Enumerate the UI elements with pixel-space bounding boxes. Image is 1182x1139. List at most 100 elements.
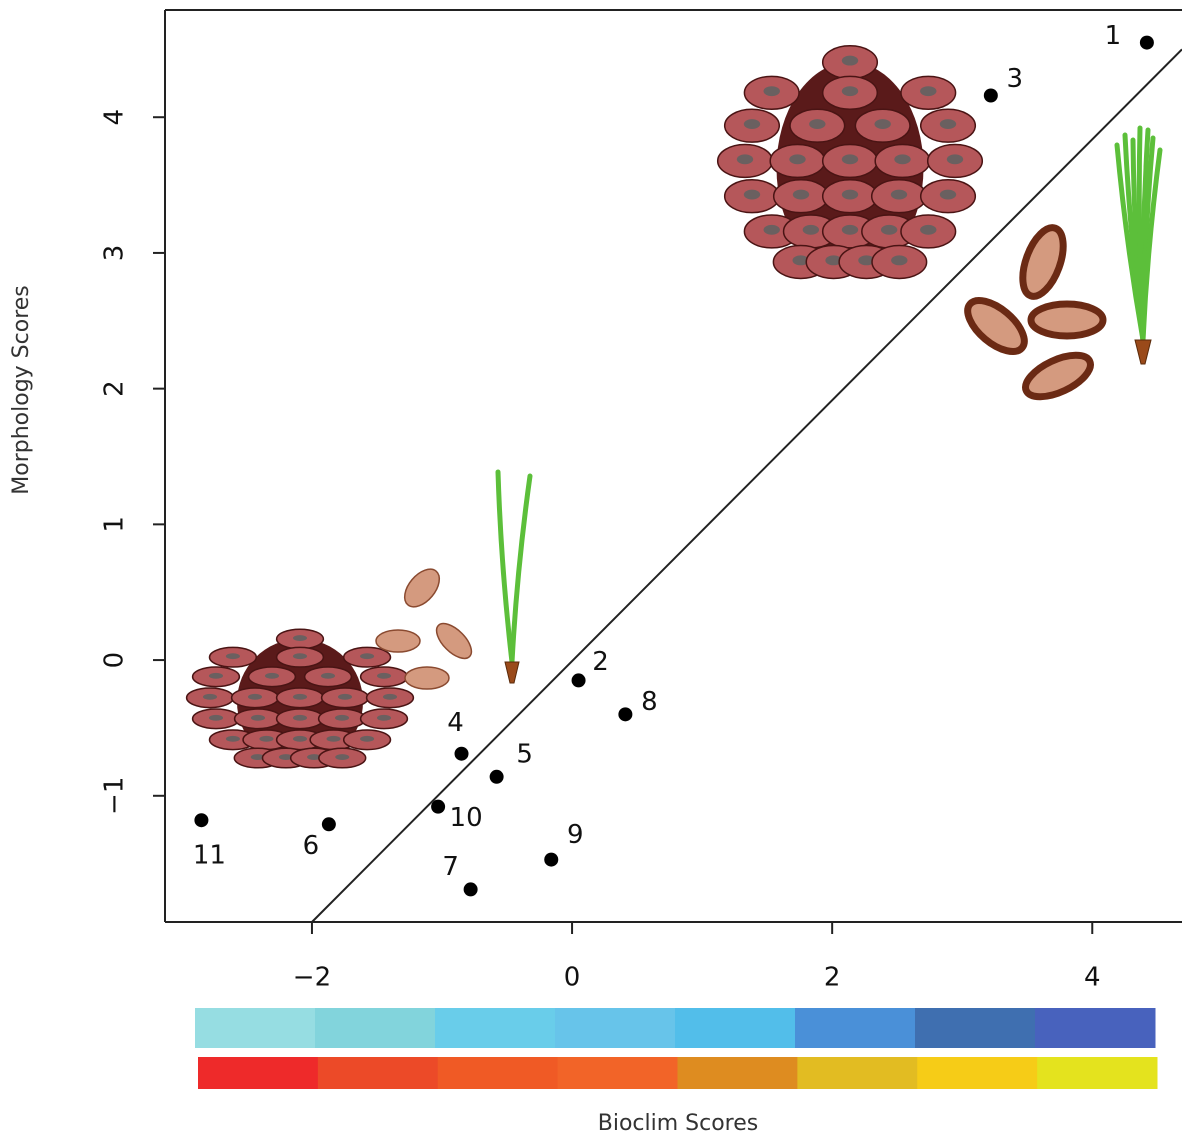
cone-scale-tip	[360, 653, 374, 659]
y-tick-label: 4	[100, 109, 130, 126]
cone-scale-tip	[335, 754, 349, 760]
point	[618, 707, 632, 721]
bioclim-swatch	[315, 1008, 436, 1048]
needle-illustration	[498, 472, 512, 662]
seed-illustration	[1020, 347, 1097, 406]
cone-scale-tip	[360, 736, 374, 742]
cone-scale-tip	[940, 190, 956, 200]
point	[322, 817, 336, 831]
cone-scale-tip	[920, 225, 936, 235]
bioclim-swatch	[917, 1057, 1037, 1089]
seed-illustration	[376, 630, 420, 652]
bioclim-swatch	[438, 1057, 558, 1089]
cone-scale-tip	[265, 673, 279, 679]
point-label: 10	[450, 803, 483, 833]
point	[1140, 36, 1154, 50]
cone-scale-tip	[338, 694, 352, 700]
bioclim-swatch	[195, 1008, 316, 1048]
point-label: 6	[303, 831, 320, 861]
point	[455, 747, 469, 761]
point-label: 5	[516, 739, 533, 769]
cone-scale-tip	[920, 86, 936, 96]
cone-scale-tip	[377, 715, 391, 721]
cone-scale-tip	[383, 694, 397, 700]
needle-illustration	[512, 476, 530, 662]
cone-scale-tip	[203, 694, 217, 700]
cone-scale-tip	[226, 736, 240, 742]
cone-scale-tip	[874, 119, 890, 129]
seed-illustration	[959, 291, 1033, 361]
seed-illustration	[1015, 222, 1072, 301]
y-tick-label: 3	[100, 245, 130, 262]
cone-scale-tip	[764, 225, 780, 235]
cone-scale-tip	[744, 119, 760, 129]
bioclim-swatch	[675, 1008, 796, 1048]
cone-scale-tip	[293, 653, 307, 659]
x-tick-label: 0	[564, 963, 581, 993]
point	[984, 89, 998, 103]
y-tick-label: 0	[100, 652, 130, 669]
cone-scale-tip	[842, 56, 858, 66]
point	[490, 770, 504, 784]
cone-scale-tip	[881, 225, 897, 235]
bioclim-swatch	[318, 1057, 438, 1089]
point-label: 3	[1007, 64, 1024, 94]
point-label: 7	[442, 852, 459, 882]
cone-scale-tip	[789, 154, 805, 164]
bioclim-swatch	[1037, 1057, 1157, 1089]
point-label: 1	[1105, 21, 1122, 51]
needle-base	[505, 662, 519, 683]
seed-illustration	[405, 667, 449, 689]
cone-scale-tip	[891, 255, 907, 265]
point	[544, 853, 558, 867]
cone-scale-tip	[764, 86, 780, 96]
cone-scale-tip	[259, 736, 273, 742]
cone-scale-tip	[321, 673, 335, 679]
point-label: 4	[447, 708, 464, 738]
cone-scale-tip	[947, 154, 963, 164]
cone-scale-tip	[894, 154, 910, 164]
cone-illustration	[187, 629, 414, 768]
needle-base	[1135, 340, 1151, 364]
cone-scale-tip	[842, 225, 858, 235]
cone-scale-tip	[226, 653, 240, 659]
x-tick-label: 2	[824, 963, 841, 993]
cone-scale-tip	[377, 673, 391, 679]
cone-scale-tip	[293, 635, 307, 641]
point	[464, 882, 478, 896]
y-tick-label: −1	[100, 777, 130, 815]
point	[431, 800, 445, 814]
cone-scale-tip	[209, 673, 223, 679]
cone-scale-tip	[248, 694, 262, 700]
y-tick-label: 2	[100, 380, 130, 397]
bioclim-swatch	[555, 1008, 676, 1048]
seed-illustration	[398, 563, 446, 613]
cone-scale-tip	[209, 715, 223, 721]
cone-scale-tip	[803, 225, 819, 235]
x-tick-label: −2	[293, 963, 331, 993]
cone-scale-tip	[809, 119, 825, 129]
y-tick-label: 1	[100, 516, 130, 533]
cone-scale-tip	[251, 715, 265, 721]
cone-illustration	[718, 46, 983, 279]
x-axis-title: Bioclim Scores	[598, 1111, 759, 1136]
bioclim-swatch	[678, 1057, 798, 1089]
cone-scale-tip	[737, 154, 753, 164]
cone-scale-tip	[293, 736, 307, 742]
point-label: 2	[592, 647, 609, 677]
bioclim-swatch	[558, 1057, 678, 1089]
chart: Bioclim Scores Morphology Scores −2024−1…	[0, 0, 1182, 1139]
x-tick-label: 4	[1084, 963, 1101, 993]
point-label: 11	[193, 841, 226, 871]
bioclim-swatch	[795, 1008, 916, 1048]
bioclim-swatch	[1035, 1008, 1156, 1048]
cone-scale-tip	[891, 190, 907, 200]
cone-scale-tip	[842, 154, 858, 164]
bioclim-swatch	[198, 1057, 318, 1089]
illustrations	[187, 46, 1160, 768]
cone-scale-tip	[293, 715, 307, 721]
cone-scale-tip	[940, 119, 956, 129]
cone-scale-tip	[293, 694, 307, 700]
bioclim-swatch	[915, 1008, 1036, 1048]
seed-illustration	[1031, 304, 1103, 336]
